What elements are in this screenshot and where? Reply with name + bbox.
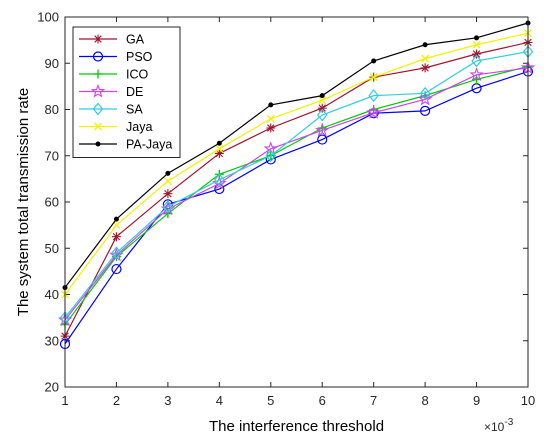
y-tick-label: 80 <box>45 102 59 117</box>
data-point <box>214 148 224 158</box>
legend-box <box>72 26 181 158</box>
series-line <box>64 22 529 288</box>
x-tick-label: 10 <box>521 393 535 408</box>
x-tick-label: 5 <box>267 393 274 408</box>
data-point <box>371 58 377 64</box>
data-point <box>163 189 173 199</box>
data-point <box>265 149 277 163</box>
y-tick-label: 50 <box>45 241 59 256</box>
data-point <box>111 263 122 275</box>
legend-label: SA <box>126 103 143 117</box>
series-jaya <box>61 29 532 299</box>
data-point <box>163 177 172 186</box>
y-tick-label: 100 <box>37 10 59 25</box>
legend-marker <box>95 141 101 147</box>
data-point <box>368 89 379 103</box>
x-multiplier-exponent: -3 <box>504 417 513 428</box>
data-point <box>417 91 433 106</box>
data-point <box>266 123 276 133</box>
x-multiplier-label: ×10-3 <box>484 417 514 434</box>
data-point <box>317 103 327 113</box>
series-pa-jaya <box>62 20 531 291</box>
data-point <box>111 232 121 242</box>
legend-marker <box>90 83 106 98</box>
plot-frame <box>64 16 529 388</box>
data-point <box>474 35 480 41</box>
data-point <box>316 108 328 122</box>
series-line <box>64 51 529 319</box>
series-line <box>64 70 529 345</box>
y-tick-label: 20 <box>45 380 59 395</box>
y-tick-label: 40 <box>45 287 59 302</box>
data-point <box>214 173 225 187</box>
data-point <box>420 63 430 73</box>
legend-item: ICO <box>79 68 149 82</box>
x-tick-label: 8 <box>421 393 428 408</box>
legend-item: Jaya <box>79 120 152 134</box>
legend-item: PA-Jaya <box>79 138 172 152</box>
y-axis-title: The system total transmission rate <box>15 88 32 316</box>
data-point <box>318 96 327 105</box>
y-tick-label: 70 <box>45 148 59 163</box>
legend-marker <box>93 34 103 44</box>
x-tick-label: 9 <box>473 393 480 408</box>
legend: GA PSO ICO DE SA Jaya PA-Jaya <box>72 26 181 158</box>
series-line <box>64 32 529 295</box>
data-point <box>419 86 431 100</box>
legend-label: ICO <box>126 68 149 82</box>
legend-label: GA <box>126 33 145 47</box>
data-point <box>315 122 330 137</box>
data-point <box>421 54 430 63</box>
data-point <box>266 114 275 123</box>
legend-marker <box>92 51 104 62</box>
data-point <box>162 200 174 214</box>
data-point <box>263 141 278 155</box>
y-tick-label: 60 <box>45 195 59 210</box>
data-point <box>471 54 482 68</box>
legend-marker <box>94 122 102 131</box>
series-line <box>64 67 529 321</box>
data-point <box>469 67 484 81</box>
series-layer <box>57 20 536 350</box>
legend-marker <box>92 102 104 116</box>
data-point <box>472 49 482 59</box>
data-point <box>472 40 481 49</box>
data-point <box>420 105 431 116</box>
x-tick-label: 4 <box>216 393 223 408</box>
x-tick-label: 3 <box>164 393 171 408</box>
legend-label: Jaya <box>126 120 152 134</box>
data-point <box>317 134 328 145</box>
data-point <box>113 216 119 222</box>
series-line <box>64 41 529 337</box>
y-tick-label: 30 <box>45 333 59 348</box>
data-point <box>366 105 381 119</box>
legend-marker <box>93 69 103 79</box>
legend-item: SA <box>79 103 143 117</box>
data-point <box>111 246 122 260</box>
x-tick-label: 1 <box>61 393 68 408</box>
legend-label: PA-Jaya <box>126 138 172 152</box>
data-point <box>319 93 325 99</box>
tick-labels: 1 2 3 4 5 6 7 8 9 10 20 30 40 50 60 70 80 90 100 <box>37 10 535 409</box>
legend-label: PSO <box>126 50 153 64</box>
x-tick-label: 7 <box>370 393 377 408</box>
x-tick-label: 6 <box>319 393 326 408</box>
legend-label: DE <box>126 85 143 99</box>
legend-item: GA <box>79 33 145 47</box>
x-axis-title: The interference threshold <box>209 418 384 435</box>
legend-item: DE <box>79 83 143 99</box>
legend-item: PSO <box>79 50 153 64</box>
data-point <box>268 102 274 108</box>
x-tick-label: 2 <box>113 393 120 408</box>
data-point <box>422 42 428 48</box>
data-point <box>215 144 224 153</box>
data-point <box>369 73 378 82</box>
data-point <box>216 140 222 146</box>
data-point <box>165 170 171 176</box>
y-tick-label: 90 <box>45 56 59 71</box>
